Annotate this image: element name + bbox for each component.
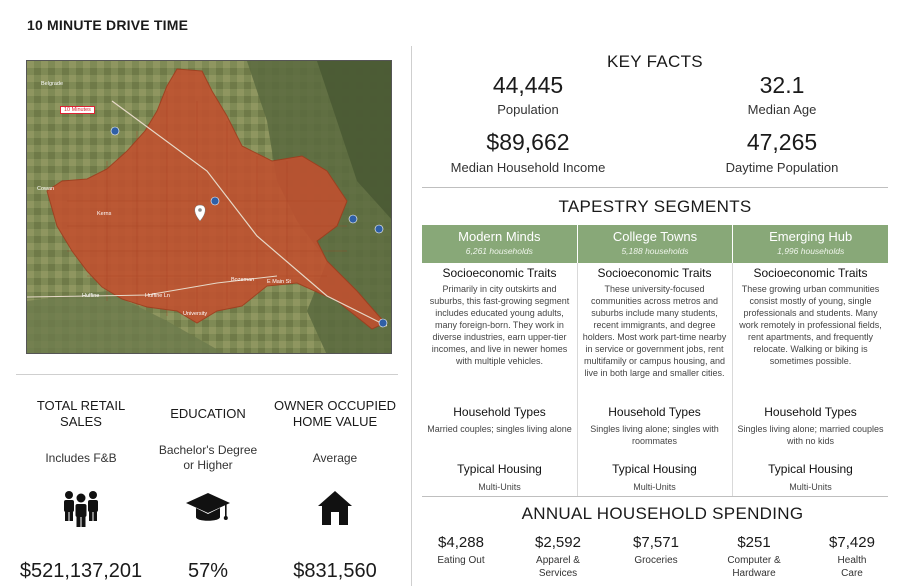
traits-heading: Socioeconomic Traits (442, 266, 557, 280)
segment-header[interactable]: Emerging Hub 1,996 households (733, 225, 888, 263)
spending-value: $2,592 (535, 534, 581, 551)
traits-text: These university-focused communities acr… (582, 284, 727, 378)
median-income-label: Median Household Income (450, 160, 606, 175)
population-value: 44,445 (492, 72, 564, 98)
traits-text: Primarily in city outskirts and suburbs,… (429, 284, 570, 366)
people-group-icon (16, 484, 146, 532)
spending-label: Computer & Hardware (727, 555, 781, 579)
segment-name: Modern Minds (458, 229, 541, 244)
spending-label: Eating Out (437, 555, 485, 566)
spending-heading: ANNUAL HOUSEHOLD SPENDING (521, 504, 804, 523)
segment-households: 5,188 households (621, 246, 689, 256)
typical-housing-text: Multi-Units (789, 482, 832, 492)
spending-label: Apparel & Services (536, 555, 580, 579)
typical-housing-heading: Typical Housing (457, 462, 542, 476)
spending-item: $251 Computer & Hardware (709, 534, 799, 580)
median-age-value: 32.1 (759, 72, 805, 98)
segment-column: Socioeconomic Traits These university-fo… (577, 263, 733, 496)
median-income-value: $89,662 (486, 129, 570, 155)
segment-name: Emerging Hub (769, 229, 853, 244)
segment-households: 1,996 households (777, 246, 845, 256)
typical-housing-text: Multi-Units (478, 482, 521, 492)
spending-value: $7,571 (633, 534, 679, 551)
house-icon (270, 484, 400, 532)
household-types-heading: Household Types (453, 405, 546, 419)
household-types-heading: Household Types (608, 405, 701, 419)
typical-housing-heading: Typical Housing (768, 462, 853, 476)
segment-header-bar: Modern Minds 6,261 households College To… (422, 225, 888, 263)
home-value-card: OWNER OCCUPIED HOME VALUE Average $831,5… (270, 392, 400, 583)
retail-sales-value: $521,137,201 (19, 560, 143, 582)
page-title: 10 MINUTE DRIVE TIME (27, 17, 189, 33)
population-label: Population (497, 102, 559, 117)
retail-sales-card: TOTAL RETAIL SALES Includes F&B $521,137… (16, 392, 146, 583)
segment-column: Socioeconomic Traits Primarily in city o… (422, 263, 578, 496)
household-types-text: Singles living alone; singles with roomm… (590, 424, 719, 446)
household-types-text: Singles living alone; married couples wi… (737, 424, 884, 446)
segment-households: 6,261 households (465, 246, 533, 256)
place-label: Huffine (82, 293, 100, 299)
tapestry-heading: TAPESTRY SEGMENTS (558, 197, 752, 216)
spending-label: Health Care (837, 555, 867, 579)
place-label: E Main St (267, 279, 291, 285)
segment-name: College Towns (612, 229, 698, 244)
drive-time-map[interactable]: 10 Minutes Belgrade Cowan Kerns Huffine … (26, 60, 392, 354)
spending-item: $7,429 Health Care (807, 534, 897, 580)
traits-heading: Socioeconomic Traits (753, 266, 868, 280)
card-title: TOTAL RETAIL SALES (36, 398, 126, 429)
household-types-heading: Household Types (764, 405, 857, 419)
place-label: University (183, 311, 208, 317)
spending-value: $251 (737, 534, 771, 551)
spending-item: $7,571 Groceries (611, 534, 701, 567)
card-title: EDUCATION (170, 406, 246, 421)
spending-value: $4,288 (438, 534, 484, 551)
median-age-label: Median Age (747, 102, 817, 117)
place-label: Huffine Ln (145, 293, 170, 299)
spending-item: $4,288 Eating Out (416, 534, 506, 567)
education-card: EDUCATION Bachelor's Degree or Higher 57… (143, 392, 273, 583)
place-label: Kerns (97, 211, 112, 217)
location-pin-icon (194, 204, 206, 222)
horizontal-divider (422, 496, 888, 497)
household-types-text: Married couples; singles living alone (427, 424, 572, 434)
spending-value: $7,429 (829, 534, 875, 551)
spending-label: Groceries (634, 555, 678, 566)
education-value: 57% (187, 560, 229, 582)
graduation-cap-icon (143, 484, 273, 532)
card-subtitle: Bachelor's Degree or Higher (158, 443, 258, 472)
drive-time-tag: 10 Minutes (60, 106, 95, 114)
typical-housing-heading: Typical Housing (612, 462, 697, 476)
place-label: Belgrade (41, 81, 64, 87)
key-facts-heading: KEY FACTS (607, 52, 703, 71)
horizontal-divider (422, 187, 888, 188)
place-label: Cowan (37, 186, 55, 192)
segment-header[interactable]: Modern Minds 6,261 households (422, 225, 578, 263)
spending-item: $2,592 Apparel & Services (513, 534, 603, 580)
card-title: OWNER OCCUPIED HOME VALUE (273, 398, 397, 429)
daytime-population-label: Daytime Population (725, 160, 839, 175)
traits-heading: Socioeconomic Traits (597, 266, 712, 280)
segment-header[interactable]: College Towns 5,188 households (578, 225, 734, 263)
map-canvas (27, 61, 391, 353)
card-subtitle: Includes F&B (45, 450, 117, 465)
card-subtitle: Average (312, 450, 358, 465)
daytime-population-value: 47,265 (746, 129, 818, 155)
segment-column: Socioeconomic Traits These growing urban… (733, 263, 888, 496)
traits-text: These growing urban communities consist … (739, 284, 882, 366)
horizontal-divider (16, 374, 398, 375)
home-value-value: $831,560 (293, 560, 377, 582)
vertical-divider (411, 46, 412, 586)
place-label: Bozeman (231, 277, 255, 283)
typical-housing-text: Multi-Units (633, 482, 676, 492)
